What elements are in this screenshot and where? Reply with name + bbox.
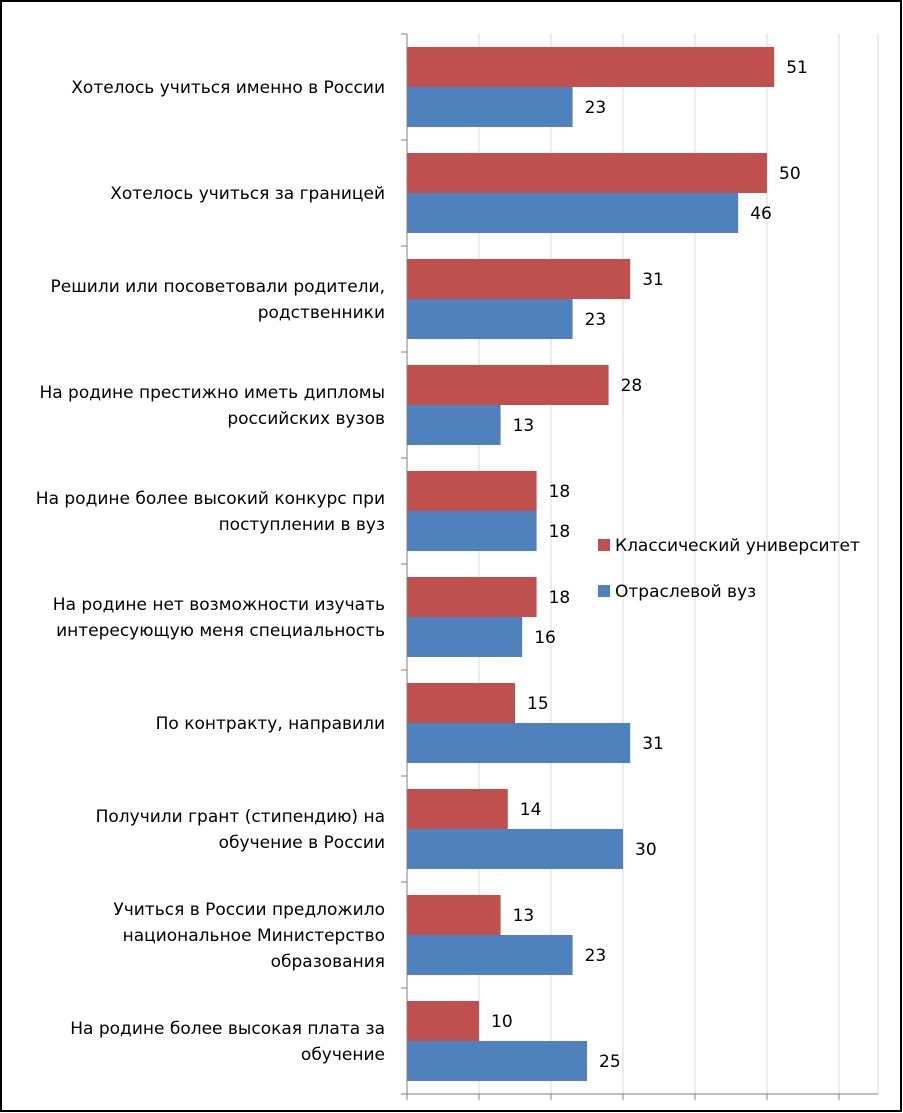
data-label: 31 [642, 734, 664, 754]
data-label: 18 [549, 522, 571, 542]
bar [407, 47, 775, 87]
data-label: 23 [585, 98, 607, 118]
bar [407, 471, 537, 511]
bar [407, 1041, 587, 1081]
category-label: Хотелось учиться именно в России [71, 78, 385, 98]
bar [407, 405, 501, 445]
category-label: интересующую меня специальность [56, 621, 385, 641]
bar [407, 577, 537, 617]
legend-swatch [598, 585, 610, 597]
data-label: 25 [599, 1052, 621, 1072]
data-label: 30 [635, 840, 657, 860]
category-label: Решили или посоветовали родители, [51, 277, 385, 297]
category-label: На родине более высокий конкурс при [36, 489, 385, 509]
bar [407, 299, 573, 339]
data-label: 23 [585, 946, 607, 966]
legend-swatch [598, 539, 610, 551]
data-label: 10 [491, 1012, 513, 1032]
data-label: 15 [527, 694, 549, 714]
category-label: На родине престижно иметь дипломы [39, 383, 385, 403]
category-label: Хотелось учиться за границей [110, 184, 385, 204]
data-label: 16 [534, 628, 556, 648]
data-label: 13 [513, 906, 535, 926]
data-label: 50 [779, 164, 801, 184]
data-label: 23 [585, 310, 607, 330]
bar [407, 153, 767, 193]
category-label: обучение в России [219, 833, 385, 853]
bar [407, 895, 501, 935]
category-label: По контракту, направили [156, 714, 385, 734]
bar [407, 789, 508, 829]
category-label: обучение [301, 1045, 385, 1065]
data-label: 18 [549, 482, 571, 502]
bar [407, 723, 631, 763]
category-label: образования [271, 952, 385, 972]
category-label: На родине более высокая плата за [70, 1019, 385, 1039]
data-label: 18 [549, 588, 571, 608]
data-label: 14 [520, 800, 542, 820]
bar [407, 511, 537, 551]
legend-label: Отраслевой вуз [615, 582, 756, 602]
bar [407, 617, 523, 657]
data-label: 28 [621, 376, 643, 396]
data-label: 51 [786, 58, 808, 78]
bar [407, 365, 609, 405]
data-label: 46 [750, 204, 772, 224]
bar [407, 935, 573, 975]
bar [407, 259, 631, 299]
category-label: Учиться в России предложило [113, 900, 385, 920]
category-label: Получили грант (стипендию) на [96, 807, 385, 827]
category-label: На родине нет возможности изучать [53, 595, 385, 615]
bar [407, 683, 515, 723]
bar [407, 87, 573, 127]
data-label: 31 [642, 270, 664, 290]
data-label: 13 [513, 416, 535, 436]
category-label: поступлении в вуз [219, 515, 385, 535]
category-label: российских вузов [227, 409, 385, 429]
bar [407, 829, 623, 869]
category-label: родственники [258, 303, 385, 323]
legend-label: Классический университет [615, 536, 860, 556]
category-label: национальное Министерство [123, 926, 385, 946]
bar [407, 1001, 479, 1041]
bar [407, 193, 739, 233]
